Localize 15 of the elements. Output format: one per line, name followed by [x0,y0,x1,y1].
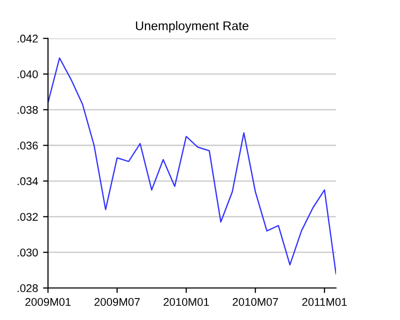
chart-title: Unemployment Rate [136,21,248,33]
y-tick-label: .038 [18,106,38,114]
x-tick-label: 2009M07 [94,298,140,306]
x-tick-label: 2010M01 [164,298,209,306]
y-tick-label: .028 [18,284,38,292]
y-tick-label: .042 [18,34,38,43]
y-tick-label: .036 [18,142,38,150]
y-tick-label: .032 [18,212,38,221]
y-tick-label: .034 [18,177,38,186]
x-tick-label: 2009M01 [25,298,71,306]
y-tick-label: .030 [18,248,38,256]
y-tick-label: .040 [18,70,38,78]
x-tick-label: 2011M01 [302,298,347,306]
line-series [48,57,336,274]
x-tick-label: 2010M07 [232,298,278,306]
